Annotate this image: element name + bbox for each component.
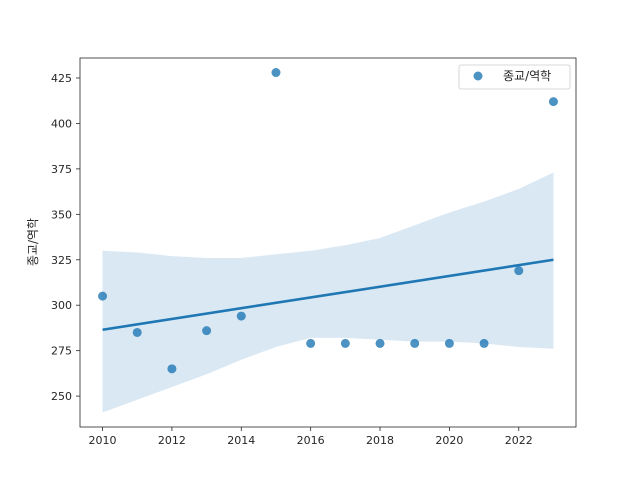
- scatter-points-layer: [98, 68, 558, 374]
- x-tick-label: 2022: [505, 434, 533, 447]
- x-tick-label: 2016: [297, 434, 325, 447]
- x-tick-label: 2012: [158, 434, 186, 447]
- plot-area-frame: [79, 57, 577, 428]
- x-tick-label: 2020: [435, 434, 463, 447]
- scatter-point: [167, 364, 177, 374]
- confidence-band-layer: [102, 172, 554, 413]
- y-tick-label: 350: [51, 208, 72, 221]
- scatter-point: [132, 327, 142, 337]
- scatter-point: [479, 338, 489, 348]
- legend-marker: [473, 71, 483, 81]
- confidence-band: [102, 172, 554, 413]
- scatter-point: [410, 338, 420, 348]
- scatter-point: [514, 266, 524, 276]
- x-tick-label: 2010: [89, 434, 117, 447]
- y-axis: 250 275 300 325 350 375 400 425: [51, 72, 80, 403]
- scatter-point: [548, 97, 558, 107]
- scatter-point: [340, 338, 350, 348]
- legend-label: 종교/역학: [503, 69, 551, 83]
- scatter-point: [306, 338, 316, 348]
- legend: 종교/역학: [458, 64, 571, 90]
- scatter-point: [202, 326, 212, 336]
- regression-line: [102, 258, 554, 332]
- x-axis: 2010 2012 2014 2016 2018 2020 2022: [89, 427, 533, 447]
- scatter-point: [271, 68, 281, 78]
- scatter-point: [375, 338, 385, 348]
- y-tick-label: 250: [51, 390, 72, 403]
- y-tick-label: 275: [51, 345, 72, 358]
- scatter-point: [98, 291, 108, 301]
- scatter-point: [236, 311, 246, 321]
- y-tick-label: 375: [51, 163, 72, 176]
- x-tick-label: 2018: [366, 434, 394, 447]
- regression-line-layer: [102, 258, 554, 332]
- legend-box: [458, 64, 571, 90]
- y-tick-label: 300: [51, 299, 72, 312]
- y-axis-label: 종교/역학: [26, 218, 40, 266]
- y-tick-label: 325: [51, 254, 72, 267]
- y-tick-label: 425: [51, 72, 72, 85]
- y-tick-label: 400: [51, 117, 72, 130]
- x-tick-label: 2014: [227, 434, 255, 447]
- scatter-point: [444, 338, 454, 348]
